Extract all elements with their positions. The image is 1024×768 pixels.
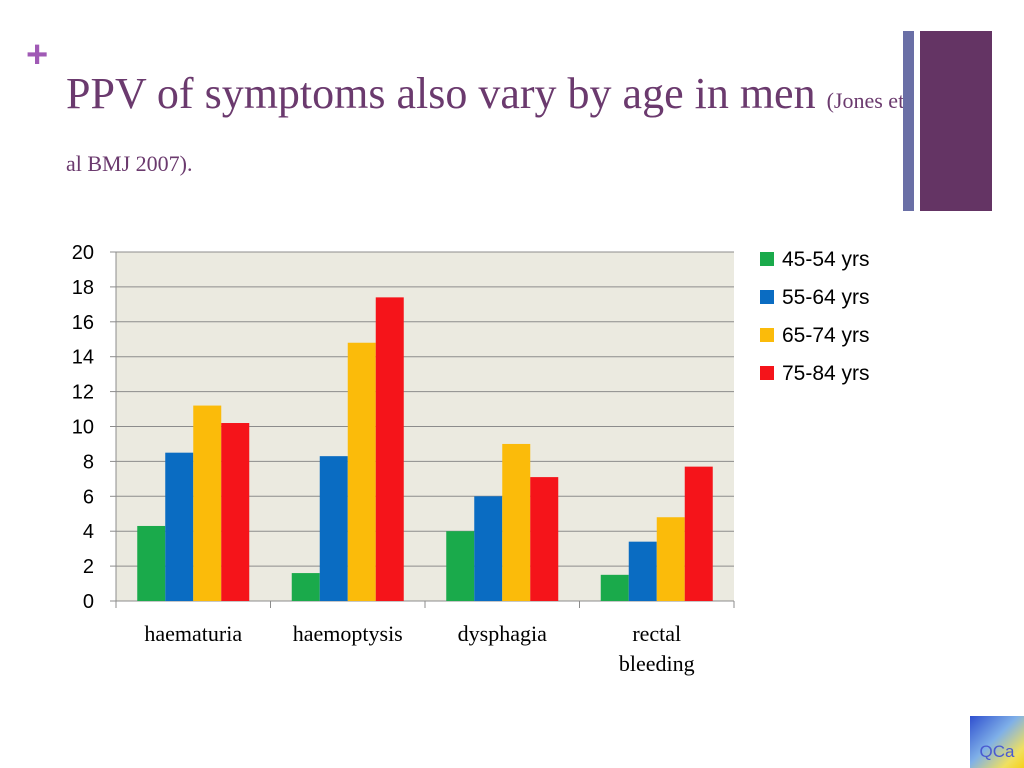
x-tick-label: dysphagia [458,621,547,646]
bar [347,342,376,601]
decorative-bar-thick [920,31,992,211]
slide-title: PPV of symptoms also vary by age in men … [66,66,906,192]
bar [221,423,250,601]
x-tick-label: haematuria [144,621,242,646]
bar [600,574,629,601]
y-tick-label: 16 [72,312,94,334]
y-tick-label: 14 [72,347,94,369]
title-main: PPV of symptoms also vary by age in men [66,69,816,118]
bar [193,405,222,601]
legend-label: 55-64 yrs [782,286,870,309]
bar [502,443,531,601]
bar [474,496,503,601]
legend-swatch [760,290,774,304]
title-citation: (Jones et al BMJ 2007). [66,88,905,176]
legend-swatch [760,328,774,342]
bar [291,573,320,601]
y-tick-label: 10 [72,417,94,439]
legend-label: 45-54 yrs [782,248,870,271]
x-tick-label: haemoptysis [293,621,403,646]
legend-label: 65-74 yrs [782,324,870,347]
x-tick-label: bleeding [619,651,695,676]
y-tick-label: 20 [72,242,94,264]
y-tick-label: 6 [83,486,94,508]
bar [137,525,166,601]
legend-swatch [760,252,774,266]
bar [446,531,475,601]
legend-label: 75-84 yrs [782,362,870,385]
legend-swatch [760,366,774,380]
bar [375,297,404,601]
qca-logo: QCa [970,716,1024,768]
bar [628,541,657,601]
decorative-bar-thin [903,31,914,211]
bar [530,477,559,601]
bar [319,456,348,601]
y-tick-label: 12 [72,382,94,404]
y-tick-label: 18 [72,277,94,299]
plus-icon: + [26,34,49,76]
y-tick-label: 2 [83,556,94,578]
x-tick-label: rectal [632,621,681,646]
bar [684,466,713,601]
y-tick-label: 8 [83,451,94,473]
bar [165,452,194,601]
y-tick-label: 4 [83,521,94,543]
bar [656,517,685,601]
y-tick-label: 0 [83,591,94,613]
